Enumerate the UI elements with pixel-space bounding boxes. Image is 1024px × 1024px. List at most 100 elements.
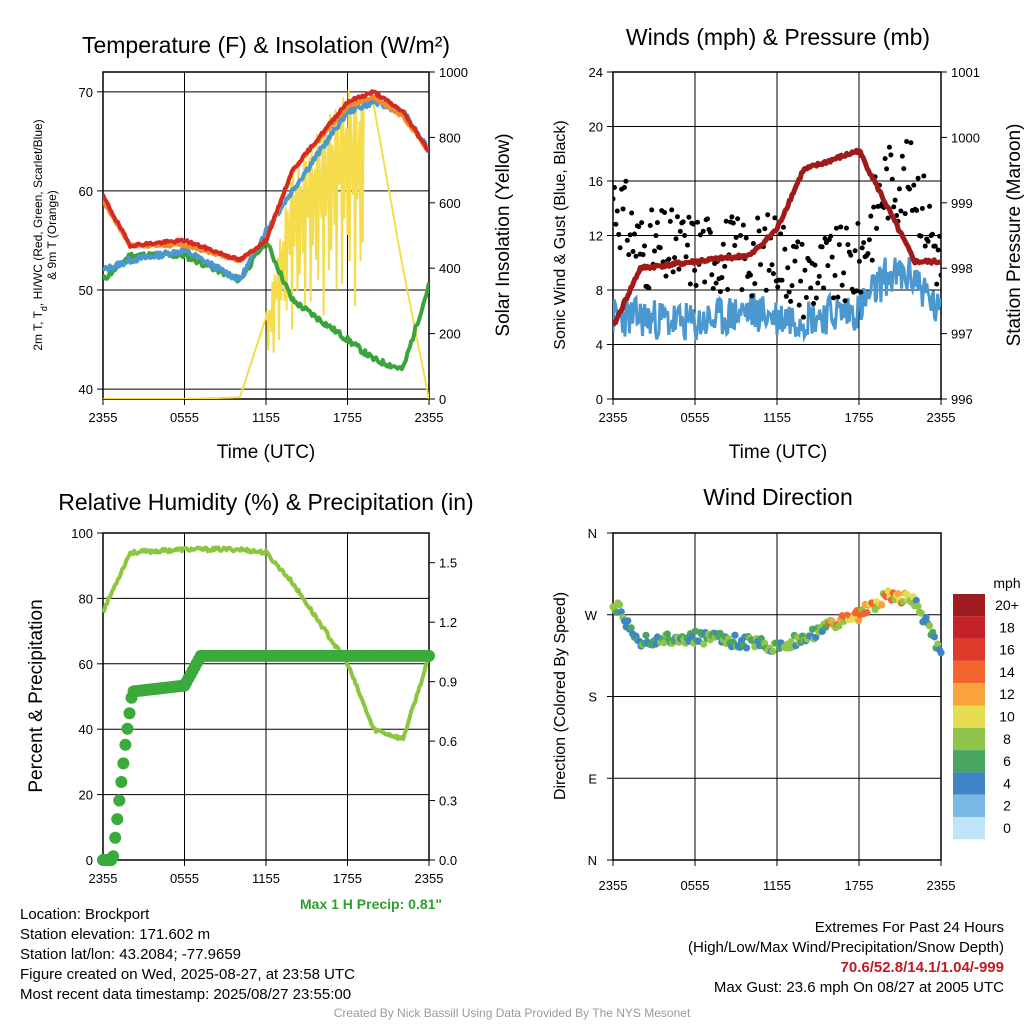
gust-point bbox=[866, 237, 872, 243]
gust-point bbox=[788, 298, 794, 304]
colorbar-label: 16 bbox=[999, 642, 1015, 658]
gust-point bbox=[629, 210, 635, 216]
rh-title: Relative Humidity (%) & Precipitation (i… bbox=[58, 489, 473, 515]
temp-xtick-label: 0555 bbox=[170, 410, 199, 425]
gust-point bbox=[888, 152, 894, 158]
gust-point bbox=[803, 294, 809, 300]
gust-point bbox=[663, 273, 669, 279]
gust-point bbox=[799, 241, 805, 247]
direction-point bbox=[863, 608, 871, 617]
wind-ytick-label: 8 bbox=[596, 283, 603, 298]
colorbar-swatch bbox=[953, 616, 985, 639]
gust-point bbox=[772, 215, 778, 221]
colorbar-swatch bbox=[953, 594, 985, 617]
precip-point bbox=[423, 649, 435, 662]
gust-point bbox=[792, 258, 798, 264]
rh-ytick-label: 20 bbox=[79, 788, 93, 803]
wind-ylabel-left: Sonic Wind & Gust (Blue, Black) bbox=[552, 120, 569, 349]
gust-point bbox=[932, 243, 938, 249]
gust-point bbox=[822, 236, 828, 242]
wind-xtick-label: 1155 bbox=[763, 410, 791, 425]
gust-point bbox=[882, 156, 888, 162]
gust-point bbox=[616, 231, 622, 237]
gust-point bbox=[717, 289, 723, 295]
gust-point bbox=[828, 233, 834, 239]
gust-point bbox=[811, 301, 817, 307]
direction-point bbox=[930, 633, 939, 641]
temp-ylabel-part: 2m T, T bbox=[31, 310, 45, 350]
gust-point bbox=[763, 287, 769, 293]
direction-point bbox=[769, 647, 777, 655]
rh-ytick-label: 40 bbox=[79, 722, 93, 737]
wind-series-group bbox=[613, 138, 941, 343]
gust-point bbox=[845, 242, 851, 248]
temp-ylabel-left-2: & 9m T (Orange) bbox=[45, 190, 59, 280]
gust-point bbox=[697, 232, 703, 238]
gust-point bbox=[749, 293, 755, 299]
temp-frame bbox=[102, 71, 430, 400]
gust-point bbox=[752, 281, 758, 287]
gust-point bbox=[755, 215, 761, 221]
rh-xtick-label: 2355 bbox=[415, 871, 444, 886]
direction-point bbox=[912, 596, 920, 604]
direction-point bbox=[937, 649, 945, 657]
rh-ylabel-left: Percent & Precipitation bbox=[26, 599, 47, 792]
extremes-info: Extremes For Past 24 Hours (High/Low/Max… bbox=[688, 918, 1004, 998]
gust-point bbox=[613, 184, 617, 190]
gust-point bbox=[902, 211, 908, 217]
gust-point bbox=[670, 269, 676, 275]
gust-point bbox=[921, 173, 927, 179]
gust-point bbox=[798, 278, 804, 284]
temp-yrtick-label: 1000 bbox=[439, 65, 468, 80]
colorbar-swatch bbox=[953, 772, 985, 795]
rh-ytick-label: 100 bbox=[71, 526, 93, 541]
gust-point bbox=[842, 298, 848, 304]
gust-point bbox=[630, 249, 636, 255]
gust-point bbox=[779, 277, 785, 283]
station-info: Location: Brockport Station elevation: 1… bbox=[20, 905, 355, 1005]
gust-point bbox=[733, 234, 739, 240]
gust-point bbox=[838, 224, 844, 230]
gust-point bbox=[852, 248, 858, 254]
direction-point bbox=[878, 601, 886, 609]
wind-ytick-label: 16 bbox=[589, 174, 603, 189]
rh-line bbox=[101, 545, 431, 742]
wind-xlabel: Time (UTC) bbox=[729, 442, 828, 463]
gust-point bbox=[683, 254, 689, 260]
temp-xtick-label: 2355 bbox=[89, 410, 118, 425]
gust-point bbox=[766, 267, 772, 273]
gust-point bbox=[899, 153, 905, 159]
precip-point bbox=[107, 850, 120, 863]
gust-point bbox=[906, 186, 912, 192]
gust-point bbox=[775, 284, 781, 290]
colorbar-swatch bbox=[953, 705, 985, 728]
gust-point bbox=[613, 221, 619, 227]
heat-index-line bbox=[103, 98, 429, 283]
gust-point bbox=[896, 186, 902, 192]
precip-point bbox=[117, 757, 130, 770]
gust-point bbox=[892, 197, 898, 203]
colorbar-label: 20+ bbox=[995, 597, 1019, 613]
dir-ylabel-left: Direction (Colored By Speed) bbox=[552, 592, 569, 800]
wind-xtick-label: 0555 bbox=[681, 410, 710, 425]
location-text: Location: Brockport bbox=[20, 906, 150, 923]
wind-title: Winds (mph) & Pressure (mb) bbox=[626, 24, 930, 50]
colorbar-label: 12 bbox=[999, 686, 1015, 702]
created-text: Figure created on Wed, 2025-08-27, at 23… bbox=[20, 966, 355, 983]
dir-ytick-label: N bbox=[588, 853, 597, 868]
gust-point bbox=[816, 273, 822, 279]
colorbar-label: 18 bbox=[999, 619, 1015, 635]
gust-point bbox=[743, 235, 749, 241]
max-gust-text: Max Gust: 23.6 mph On 08/27 at 2005 UTC bbox=[713, 979, 1004, 996]
temp-ytick-label: 50 bbox=[79, 283, 93, 298]
gust-point bbox=[673, 236, 679, 242]
precip-point bbox=[113, 794, 126, 807]
gust-point bbox=[918, 233, 924, 239]
gust-point bbox=[730, 220, 736, 226]
rh-xtick-label: 1755 bbox=[333, 871, 362, 886]
gust-point bbox=[652, 248, 658, 254]
direction-point bbox=[902, 590, 910, 598]
temp-yrtick-label: 0 bbox=[439, 392, 446, 407]
gust-point bbox=[813, 295, 819, 301]
solar-insolation-line bbox=[103, 89, 429, 399]
